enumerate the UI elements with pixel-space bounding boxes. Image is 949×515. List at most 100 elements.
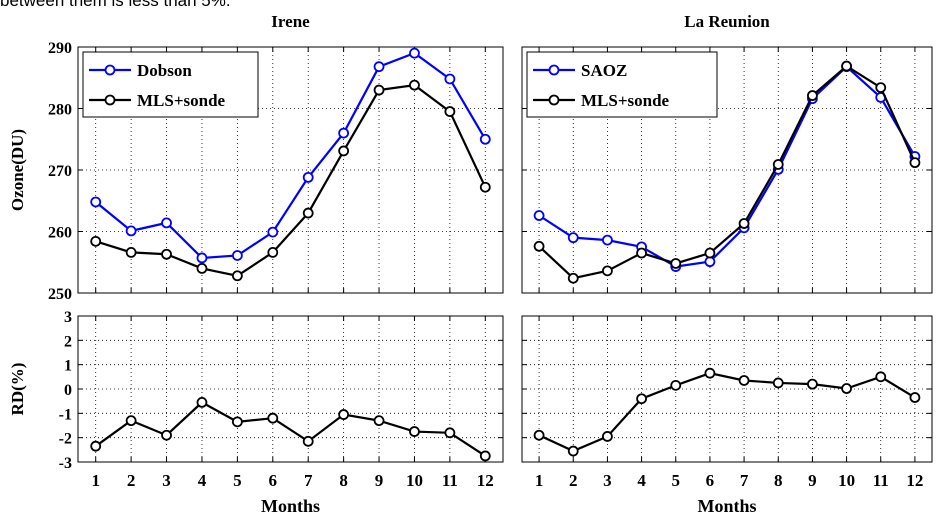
irene-rd-ytick-label: -1	[59, 406, 72, 423]
reunion-ozone-data-point	[567, 232, 579, 244]
irene-ozone-data-point	[231, 250, 243, 261]
irene-rd-xtick-label: 7	[304, 471, 313, 490]
reunion-rd-xtick-label: 3	[603, 471, 612, 490]
irene-ozone-data-point	[479, 181, 491, 193]
reunion-ozone-data-point	[841, 60, 852, 72]
reunion-ozone-data-point	[533, 240, 545, 252]
irene-ozone-data-point	[302, 171, 314, 183]
irene-ozone-chart	[77, 46, 504, 294]
reunion-ozone-data-point	[704, 247, 716, 259]
reunion-rd-xtick-label: 9	[808, 471, 817, 490]
irene-rd-data-point	[444, 427, 456, 439]
irene-rd-xtick-label: 6	[269, 471, 278, 490]
irene-rd-ytick-label: 0	[64, 382, 72, 399]
reunion-ozone-chart	[521, 46, 933, 294]
irene-ozone-data-point	[338, 127, 350, 139]
irene-ozone-data-point	[125, 225, 137, 237]
irene-rd-data-point	[302, 435, 314, 447]
reunion-ozone-title: La Reunion	[684, 12, 770, 31]
irene-ozone-data-point	[125, 247, 137, 258]
irene-rd-data-point	[231, 416, 243, 428]
reunion-ozone-data-point	[738, 218, 750, 229]
reunion-rd-data-point	[533, 429, 545, 441]
reunion-rd-xtick-label: 12	[906, 471, 923, 490]
irene-rd-xtick-label: 12	[477, 471, 494, 490]
irene-rd-data-point	[196, 396, 208, 408]
irene-ozone-data-point	[267, 226, 279, 238]
irene-rd-xtick-label: 9	[375, 471, 384, 490]
reunion-ozone-legend-label: SAOZ	[581, 61, 627, 80]
irene-ozone-legend-box	[82, 51, 259, 118]
irene-ozone-legend-marker	[104, 94, 116, 106]
irene-ozone-ytick-label: 270	[48, 163, 72, 180]
irene-ozone-data-point	[409, 47, 420, 59]
irene-ozone-data-point	[90, 196, 102, 208]
irene-ozone-data-point	[373, 61, 385, 73]
reunion-rd-xlabel: Months	[697, 496, 756, 515]
reunion-rd-data-point	[841, 383, 852, 394]
irene-rd-xtick-label: 2	[127, 471, 136, 490]
irene-rd-ytick-label: 3	[64, 309, 72, 326]
irene-rd-xtick-label: 8	[339, 471, 348, 490]
irene-ozone-data-point	[373, 84, 385, 96]
reunion-rd-xtick-label: 8	[774, 471, 783, 490]
reunion-rd-data-point	[772, 377, 784, 389]
irene-rd-ytick-label: -3	[59, 455, 72, 472]
irene-ozone-data-point	[444, 106, 456, 117]
reunion-ozone-data-point	[670, 258, 682, 269]
reunion-rd-data-point	[875, 371, 887, 383]
caption-fragment: between them is less than 5%.	[0, 0, 231, 10]
irene-rd-chart	[77, 315, 504, 463]
irene-ozone-data-point	[196, 262, 208, 274]
irene-ozone-data-point	[196, 252, 208, 264]
irene-rd-xtick-label: 5	[233, 471, 242, 490]
irene-ozone-data-point	[161, 248, 172, 260]
reunion-rd-data-point	[602, 431, 613, 442]
reunion-rd-data-point	[738, 375, 750, 386]
reunion-rd-data-point	[807, 378, 818, 390]
reunion-ozone-data-point	[602, 265, 613, 277]
reunion-ozone-data-point	[636, 247, 647, 259]
irene-ozone-data-point	[231, 270, 243, 282]
reunion-rd-xtick-label: 11	[873, 471, 889, 490]
irene-ozone-data-point	[90, 235, 102, 247]
irene-ozone-data-point	[338, 145, 350, 157]
irene-rd-data-point	[338, 409, 350, 420]
reunion-ozone-series-line	[538, 65, 916, 268]
reunion-ozone-legend-label: MLS+sonde	[581, 91, 670, 110]
irene-rd-data-point	[125, 415, 137, 427]
reunion-ozone-data-point	[875, 82, 887, 93]
reunion-rd-xtick-label: 1	[535, 471, 544, 490]
irene-ozone-series-line	[95, 51, 487, 260]
reunion-rd-xtick-label: 2	[569, 471, 578, 490]
irene-rd-data-point	[373, 415, 385, 427]
irene-ozone-data-point	[267, 247, 279, 258]
irene-ozone-title: Irene	[271, 12, 310, 31]
irene-rd-xtick-label: 10	[406, 471, 423, 490]
irene-rd-xlabel: Months	[261, 496, 320, 515]
irene-rd-data-point	[161, 429, 172, 441]
irene-ozone-ytick-label: 260	[48, 225, 72, 242]
reunion-ozone-series-line	[538, 64, 916, 280]
reunion-ozone-data-point	[567, 272, 579, 284]
irene-ozone-data-point	[161, 217, 172, 229]
irene-ozone-ytick-label: 290	[48, 40, 72, 57]
reunion-ozone-data-point	[602, 234, 613, 246]
reunion-rd-xtick-label: 5	[672, 471, 681, 490]
reunion-rd-chart	[521, 315, 933, 463]
irene-ozone-legend-label: MLS+sonde	[137, 91, 226, 110]
reunion-rd-data-point	[704, 367, 716, 379]
irene-rd-series-line	[95, 401, 486, 457]
reunion-ozone-data-point	[807, 90, 818, 101]
irene-rd-ylabel: RD(%)	[8, 363, 27, 416]
irene-rd-xtick-label: 4	[198, 471, 207, 490]
irene-ozone-data-point	[479, 133, 491, 145]
irene-rd-xtick-label: 3	[162, 471, 171, 490]
reunion-rd-data-point	[567, 445, 579, 457]
irene-rd-xtick-label: 1	[91, 471, 100, 490]
reunion-ozone-data-point	[704, 256, 716, 268]
reunion-ozone-data-point	[909, 157, 921, 169]
irene-ozone-ytick-label: 250	[48, 286, 72, 303]
reunion-ozone-data-point	[772, 159, 784, 170]
irene-rd-data-point	[90, 440, 102, 452]
